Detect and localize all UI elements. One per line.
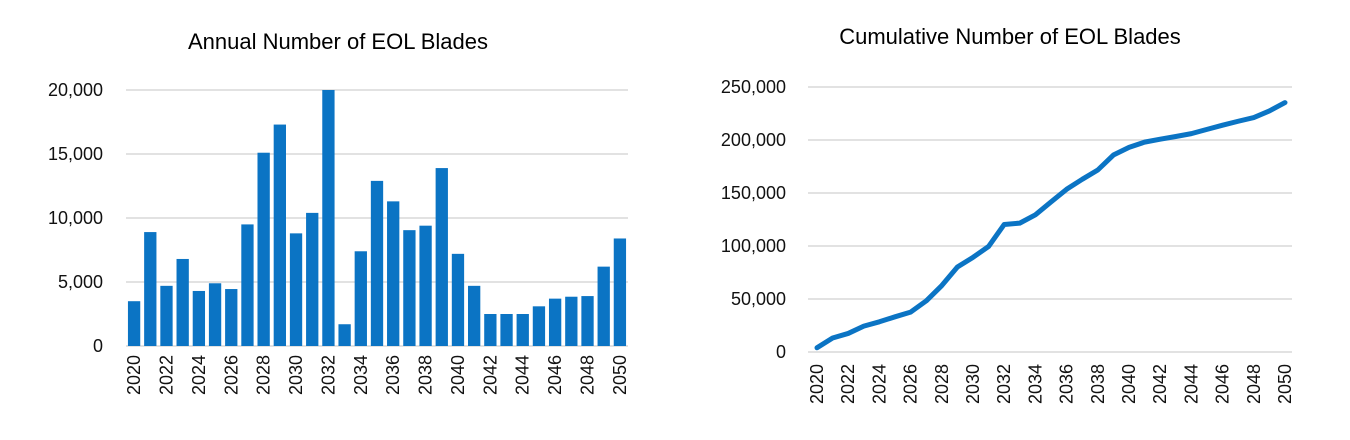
x-tick-label: 2034 <box>1025 364 1045 404</box>
x-tick-label: 2028 <box>254 355 274 395</box>
bar-2027 <box>241 224 254 346</box>
bar-2048 <box>581 296 594 346</box>
bar-2038 <box>419 225 432 346</box>
bar-2045 <box>532 306 546 346</box>
x-tick-label: 2044 <box>1181 364 1201 404</box>
bar-2037 <box>403 230 416 346</box>
x-tick-label: 2044 <box>513 355 533 395</box>
x-tick-label: 2028 <box>932 364 952 404</box>
x-tick-label: 2038 <box>416 355 436 395</box>
y-tick-label: 15,000 <box>48 144 103 164</box>
bar-2044 <box>516 314 529 346</box>
bar-2023 <box>176 258 189 346</box>
y-tick-label: 5,000 <box>58 272 103 292</box>
bar-2035 <box>370 180 384 346</box>
x-tick-label: 2042 <box>1150 364 1170 404</box>
bar-2025 <box>208 283 222 346</box>
x-tick-label: 2050 <box>610 355 630 395</box>
x-tick-label: 2022 <box>838 364 858 404</box>
bar-2042 <box>484 314 497 346</box>
x-tick-label: 2040 <box>1119 364 1139 404</box>
bar-2024 <box>192 290 206 346</box>
bar-2040 <box>451 253 465 346</box>
x-tick-label: 2032 <box>318 355 338 395</box>
x-tick-label: 2042 <box>480 355 500 395</box>
x-tick-label: 2034 <box>351 355 371 395</box>
y-tick-label: 200,000 <box>721 130 786 150</box>
bar-2047 <box>565 296 578 346</box>
bar-2029 <box>273 124 286 346</box>
x-tick-label: 2048 <box>1244 364 1264 404</box>
x-tick-label: 2020 <box>807 364 827 404</box>
y-tick-label: 100,000 <box>721 236 786 256</box>
annual-bar-chart: 0 5,000 10,000 15,000 20,000 2020 2022 2024 2026… <box>48 80 630 395</box>
x-tick-label: 2048 <box>578 355 598 395</box>
bar-2030 <box>289 233 303 346</box>
x-tick-label: 2030 <box>286 355 306 395</box>
x-tick-label: 2020 <box>124 355 144 395</box>
cumulative-line-chart: 0 50,000 100,000 150,000 200,000 250,000 2020 2… <box>721 77 1295 404</box>
y-tick-label: 150,000 <box>721 183 786 203</box>
x-tick-label: 2024 <box>189 355 209 395</box>
x-tick-label: 2024 <box>869 364 889 404</box>
y-tick-label: 50,000 <box>731 289 786 309</box>
bar-2049 <box>597 266 610 346</box>
bar-2034 <box>354 251 367 346</box>
x-tick-label: 2038 <box>1088 364 1108 404</box>
bar-2031 <box>306 212 319 346</box>
bar-2022 <box>160 285 173 346</box>
bar-2036 <box>387 201 400 346</box>
bar-2050 <box>613 238 627 346</box>
bar-2033 <box>338 324 351 346</box>
x-tick-label: 2040 <box>448 355 468 395</box>
x-tick-label: 2032 <box>994 364 1014 404</box>
bar-2021 <box>144 232 157 346</box>
bar-2026 <box>225 289 238 346</box>
bar-2041 <box>468 285 481 346</box>
bar-2039 <box>435 168 448 346</box>
y-tick-label: 0 <box>776 342 786 362</box>
y-tick-label: 0 <box>93 336 103 356</box>
x-tick-label: 2050 <box>1275 364 1295 404</box>
bar-2028 <box>257 152 270 346</box>
x-tick-label: 2046 <box>1213 364 1233 404</box>
bar-2020 <box>127 301 141 346</box>
y-tick-label: 250,000 <box>721 77 786 97</box>
x-tick-label: 2026 <box>221 355 241 395</box>
x-tick-label: 2022 <box>156 355 176 395</box>
x-tick-label: 2036 <box>383 355 403 395</box>
x-tick-label: 2030 <box>963 364 983 404</box>
x-tick-label: 2026 <box>901 364 921 404</box>
right-chart-title: Cumulative Number of EOL Blades <box>839 24 1181 49</box>
bar-2032 <box>322 90 335 346</box>
bar-2046 <box>548 298 562 346</box>
y-tick-label: 10,000 <box>48 208 103 228</box>
x-tick-label: 2036 <box>1057 364 1077 404</box>
left-chart-title: Annual Number of EOL Blades <box>188 29 488 54</box>
bar-2043 <box>500 314 513 346</box>
x-tick-label: 2046 <box>545 355 565 395</box>
y-tick-label: 20,000 <box>48 80 103 100</box>
